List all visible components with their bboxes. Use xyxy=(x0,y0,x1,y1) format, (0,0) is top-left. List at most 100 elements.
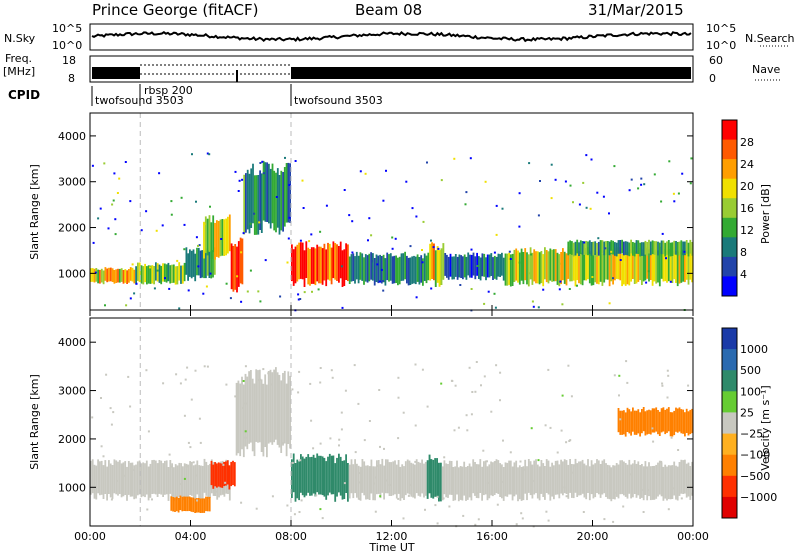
velocity-cell-7-3 xyxy=(447,464,449,498)
velocity-speckle-85 xyxy=(129,405,132,408)
velocity-cell-0-35 xyxy=(153,459,155,494)
power-cell-10-32 xyxy=(562,248,564,281)
power-cell-11-22 xyxy=(606,241,609,255)
power-speckle-117 xyxy=(537,214,540,217)
power-cell-10-71 xyxy=(632,246,634,279)
velocity-cell-4-23 xyxy=(332,455,335,495)
power-colorbar-tick-1: 24 xyxy=(740,158,754,171)
power-cell-10-27 xyxy=(553,249,555,282)
velocity-ytick-label-2: 3000 xyxy=(58,385,86,398)
velocity-cell-7-133 xyxy=(680,459,683,494)
velocity-cell-5-10 xyxy=(366,465,369,500)
velocity-cell-1-7 xyxy=(223,461,225,487)
velocity-cell-7-53 xyxy=(536,464,539,499)
velocity-cell-7-32 xyxy=(499,463,501,497)
power-cell-1-9 xyxy=(151,265,154,284)
velocity-cell-2-15 xyxy=(197,498,200,513)
velocity-speckle-93 xyxy=(147,430,150,433)
power-cell-6-17 xyxy=(321,248,324,285)
velocity-cell-4-17 xyxy=(321,456,324,496)
velocity-speckle-20 xyxy=(299,459,302,462)
power-cell-11-38 xyxy=(635,240,638,254)
velocity-speckle-6 xyxy=(613,491,616,494)
velocity-cell-7-104 xyxy=(628,459,631,494)
velocity-speckle-219 xyxy=(520,512,523,515)
power-cell-11-18 xyxy=(599,240,602,254)
velocity-cell-7-98 xyxy=(617,464,620,499)
velocity-cell-4-6 xyxy=(301,456,304,496)
power-colorbar-swatch-1 xyxy=(722,139,737,160)
velocity-cell-2-0 xyxy=(170,496,173,511)
power-speckle-148 xyxy=(135,282,138,285)
velocity-cell-7-4 xyxy=(448,460,451,495)
power-speckle-212 xyxy=(476,265,479,267)
velocity-cell-5-19 xyxy=(383,465,385,500)
power-cell-11-0 xyxy=(567,241,570,256)
velocity-speckle-179 xyxy=(186,366,189,369)
velocity-speckle-142 xyxy=(547,519,550,522)
power-colorbar-swatch-2 xyxy=(722,159,737,180)
velocity-speckle-53 xyxy=(502,439,504,442)
velocity-cell-5-11 xyxy=(368,466,371,500)
velocity-speckle-3 xyxy=(667,374,670,377)
power-cell-9-3 xyxy=(449,253,452,277)
power-cell-9-10 xyxy=(462,256,464,280)
velocity-speckle-40 xyxy=(309,382,312,385)
power-cell-8-0 xyxy=(429,243,432,281)
velocity-cell-0-34 xyxy=(151,460,154,494)
velocity-cell-0-2 xyxy=(93,464,96,499)
velocity-cell-0-18 xyxy=(122,462,125,497)
power-cell-1-18 xyxy=(167,262,170,282)
velocity-cell-4-3 xyxy=(296,459,299,499)
power-cell-3-8 xyxy=(217,221,220,258)
power-cell-5-11 xyxy=(262,160,265,221)
velocity-cell-7-68 xyxy=(563,459,566,494)
power-speckle-56 xyxy=(630,178,633,181)
power-cell-11-34 xyxy=(628,242,631,257)
velocity-cell-2-12 xyxy=(192,497,195,513)
velocity-cell-7-14 xyxy=(466,466,469,500)
velocity-cell-3-28 xyxy=(285,383,288,457)
power-cell-11-27 xyxy=(615,242,618,257)
velocity-cell-3-30 xyxy=(289,375,291,449)
power-speckle-219 xyxy=(376,263,379,266)
velocity-cell-3-1 xyxy=(237,380,240,454)
velocity-speckle-92 xyxy=(340,411,343,414)
velocity-cell-7-107 xyxy=(633,460,636,494)
velocity-cell-0-62 xyxy=(201,465,204,500)
velocity-cell-3-6 xyxy=(246,376,249,450)
velocity-speckle-176 xyxy=(286,504,289,507)
power-cell-10-39 xyxy=(574,254,577,287)
velocity-speckle-145 xyxy=(91,416,94,419)
velocity-speckle-126 xyxy=(547,368,550,371)
velocity-speckle-194 xyxy=(195,474,198,477)
power-speckle-184 xyxy=(589,207,592,210)
power-speckle-54 xyxy=(558,288,561,291)
power-cell-7-17 xyxy=(379,254,381,283)
velocity-speckle-68 xyxy=(414,424,417,427)
power-cell-9-30 xyxy=(497,253,500,277)
velocity-speckle-122 xyxy=(530,427,533,430)
velocity-speckle-160 xyxy=(183,477,186,480)
power-cell-10-93 xyxy=(671,250,674,283)
power-cell-6-7 xyxy=(303,250,306,287)
velocity-cell-7-1 xyxy=(443,460,446,495)
x-tick-label-3: 12:00 xyxy=(376,530,408,543)
velocity-cell-6-5 xyxy=(436,458,438,497)
velocity-cell-0-3 xyxy=(95,465,98,500)
power-cell-10-50 xyxy=(594,250,597,283)
velocity-cell-3-29 xyxy=(287,371,290,444)
power-cell-11-14 xyxy=(592,241,595,256)
velocity-cell-7-84 xyxy=(592,464,595,499)
velocity-cell-7-122 xyxy=(660,462,663,497)
freq-label-1: Freq. xyxy=(5,52,32,65)
power-cell-10-11 xyxy=(524,248,527,281)
velocity-cell-5-33 xyxy=(408,460,411,495)
power-cell-10-62 xyxy=(615,246,618,279)
power-speckle-95 xyxy=(537,306,540,309)
power-speckle-162 xyxy=(672,192,675,195)
power-cell-11-20 xyxy=(603,241,606,256)
velocity-colorbar-swatch-8 xyxy=(722,496,737,519)
x-axis-label: Time UT xyxy=(368,541,414,554)
velocity-cell-2-13 xyxy=(194,498,196,513)
